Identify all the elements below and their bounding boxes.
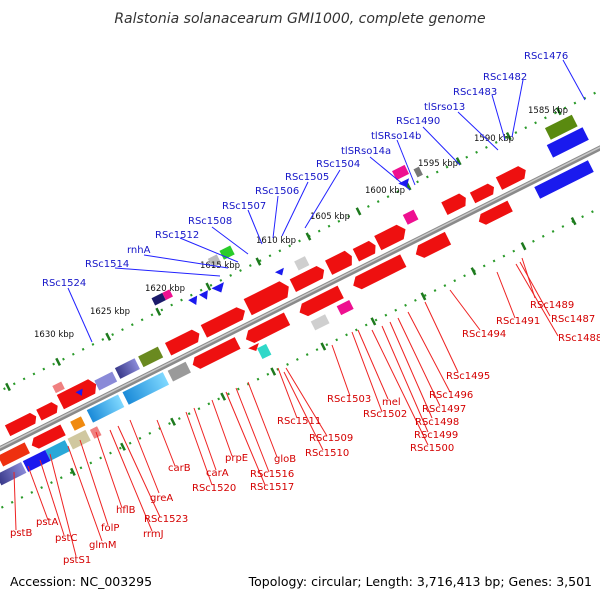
genome-stats-text: Topology: circular; Length: 3,716,413 bp… — [248, 574, 592, 589]
gene-label-bottom: RSc1517 — [250, 482, 294, 493]
kbp-label: 1625 kbp — [90, 307, 130, 317]
gene-label-bottom: RSc1489 — [530, 300, 574, 311]
gene-label-bottom: prpE — [225, 453, 248, 464]
gene-label-bottom: RSc1498 — [415, 417, 459, 428]
gene-label-bottom: carA — [206, 468, 229, 479]
gene-label-top: RSc1524 — [42, 278, 86, 289]
gene-label-bottom: RSc1497 — [422, 404, 466, 415]
upper-ring-features — [52, 164, 423, 396]
gene-label-bottom: pstA — [36, 517, 58, 528]
gene-label-top: RSc1490 — [396, 116, 440, 127]
kbp-label: 1600 kbp — [365, 186, 405, 196]
gene-label-bottom: RSc1487 — [551, 314, 595, 325]
gene-label-bottom: RSc1503 — [327, 394, 371, 405]
gene-label-bottom: RSc1499 — [414, 430, 458, 441]
gene-label-top: RSc1512 — [155, 230, 199, 241]
lower-ring-dots — [0, 184, 600, 509]
kbp-tick-labels: 1585 kbp 1590 kbp 1595 kbp 1600 kbp 1605… — [34, 106, 568, 340]
gene-label-top: tlSRso14a — [341, 146, 391, 157]
kbp-label: 1610 kbp — [256, 236, 296, 246]
gene-label-bottom: gloB — [274, 454, 296, 465]
gene-label-top: RSc1508 — [188, 216, 232, 227]
gene-label-top: RSc1514 — [85, 259, 129, 270]
kbp-label: 1605 kbp — [310, 212, 350, 222]
gene-label-bottom: rrmJ — [143, 529, 164, 540]
gene-label-bottom: RSc1511 — [277, 416, 321, 427]
gene-label-bottom: folP — [101, 523, 119, 534]
genome-backbone — [0, 90, 600, 509]
gene-label-bottom: RSc1516 — [250, 469, 294, 480]
bottom-gene-labels: RSc1489 RSc1487 RSc1488 RSc1491 RSc1494 … — [10, 257, 600, 566]
accession-text: Accession: NC_003295 — [10, 574, 152, 589]
lower-ring-features — [248, 299, 354, 360]
gene-label-top: RSc1504 — [316, 159, 360, 170]
gene-label-bottom: RSc1510 — [305, 448, 349, 459]
kbp-label: 1620 kbp — [145, 284, 185, 294]
kbp-label: 1585 kbp — [528, 106, 568, 116]
kbp-label: 1615 kbp — [200, 261, 240, 271]
kbp-label: 1630 kbp — [34, 330, 74, 340]
gene-label-top: RSc1505 — [285, 172, 329, 183]
gene-label-top: RSc1506 — [255, 186, 299, 197]
gene-label-bottom: pstS1 — [63, 555, 91, 566]
gene-label-bottom: RSc1509 — [309, 433, 353, 444]
gene-label-bottom: pstC — [55, 533, 77, 544]
top-gene-labels: RSc1476 RSc1482 RSc1483 tlSrso13 RSc1490… — [42, 51, 586, 343]
gene-label-bottom: mel — [382, 397, 401, 408]
gene-label-bottom: greA — [150, 493, 173, 504]
map-title: Ralstonia solanacearum GMI1000, complete… — [114, 11, 485, 27]
gene-label-bottom: RSc1523 — [144, 514, 188, 525]
gene-label-bottom: hflB — [116, 505, 136, 516]
gene-label-top: RSc1476 — [524, 51, 568, 62]
gene-label-bottom: pstB — [10, 528, 32, 539]
gene-label-bottom: RSc1491 — [496, 316, 540, 327]
gene-label-bottom: RSc1520 — [192, 483, 236, 494]
kbp-label: 1590 kbp — [474, 134, 514, 144]
gene-label-bottom: RSc1502 — [363, 409, 407, 420]
gene-label-bottom: RSc1488 — [558, 333, 600, 344]
kbp-label: 1595 kbp — [418, 159, 458, 169]
gene-label-bottom: carB — [168, 463, 191, 474]
gene-label-top: rnhA — [127, 245, 151, 256]
gene-label-bottom: RSc1495 — [446, 371, 490, 382]
gene-label-bottom: RSc1494 — [462, 329, 506, 340]
gene-label-top: RSc1482 — [483, 72, 527, 83]
gene-label-top: RSc1507 — [222, 201, 266, 212]
gene-label-bottom: RSc1500 — [410, 443, 454, 454]
forward-genes — [4, 114, 589, 437]
gene-label-top: tlSrso13 — [424, 102, 465, 113]
gene-label-top: tlSRso14b — [371, 131, 421, 142]
gene-label-top: RSc1483 — [453, 87, 497, 98]
gene-label-bottom: glmM — [89, 540, 117, 551]
gene-label-bottom: RSc1496 — [429, 390, 473, 401]
reverse-genes — [0, 160, 594, 486]
